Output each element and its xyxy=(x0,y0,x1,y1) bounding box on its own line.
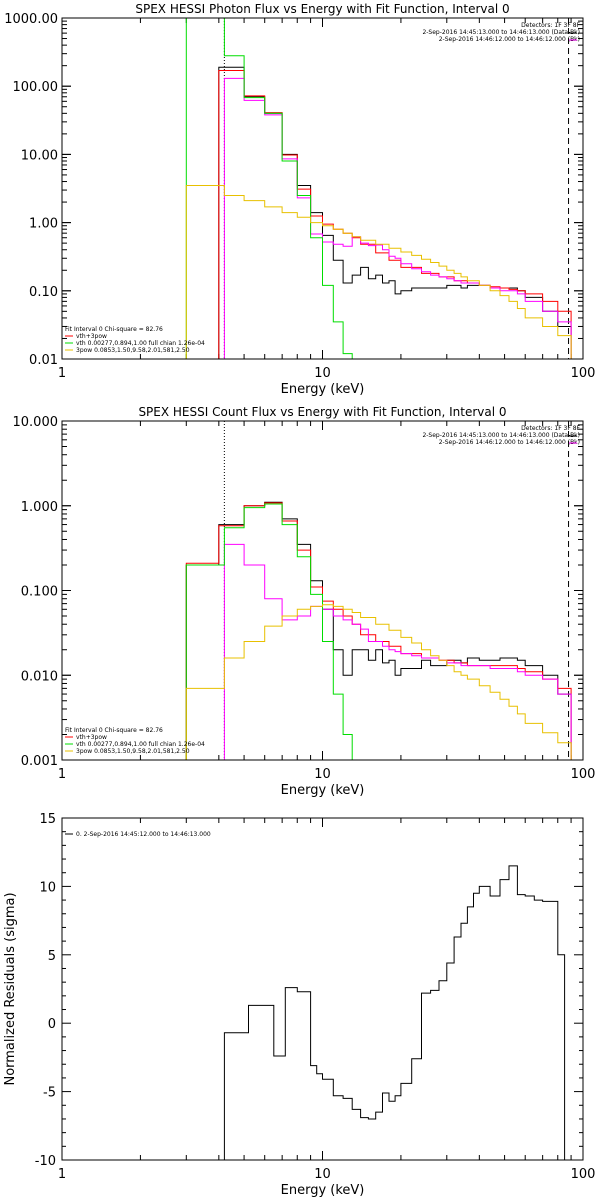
chart-title: SPEX HESSI Photon Flux vs Energy with Fi… xyxy=(135,2,509,16)
legend-entry: 3pow 0.0853,1.50,9.58,2.01,581,2.50 xyxy=(76,347,190,354)
y-tick-label: 10.000 xyxy=(13,415,59,430)
x-axis-label: Energy (keV) xyxy=(281,783,365,798)
x-tick-label: 10 xyxy=(314,1167,331,1182)
y-tick-label: 0.010 xyxy=(21,669,58,684)
y-tick-label: -10 xyxy=(35,1154,56,1169)
y-tick-label: 1.000 xyxy=(21,500,58,515)
x-axis-label: Energy (keV) xyxy=(281,1183,365,1198)
y-tick-label: 0.001 xyxy=(21,754,58,769)
y-axis-label: Normalized Residuals (sigma) xyxy=(3,892,18,1085)
series-0-line xyxy=(223,865,572,1161)
x-tick-label: 1 xyxy=(58,1167,66,1182)
x-tick-label: 1 xyxy=(58,767,66,782)
series-3-line xyxy=(185,503,361,761)
x-tick-label: 1 xyxy=(58,366,66,381)
x-tick-label: 10 xyxy=(314,767,331,782)
x-tick-label: 10 xyxy=(314,366,331,381)
x-tick-label: 100 xyxy=(571,1167,596,1182)
legend-entry: Fit Interval 0 Chi-square = 82.76 xyxy=(65,326,163,333)
info-line: Detectors: 1F 3F 8F xyxy=(521,425,580,432)
y-tick-label: 10 xyxy=(39,880,56,895)
y-tick-label: 10.00 xyxy=(21,148,58,163)
legend-entry: vth 0.00277,0.894,1.00 full chian 1.26e-… xyxy=(76,340,205,347)
y-tick-label: 1000.00 xyxy=(4,12,58,27)
y-tick-label: 0 xyxy=(48,1017,56,1032)
info-line: Detectors: 1F 3F 8F xyxy=(521,22,580,29)
info-line: 2-Sep-2016 14:46:12.000 to 14:46:12.000 … xyxy=(439,36,580,43)
info-line: 2-Sep-2016 14:45:13.000 to 14:46:13.000 … xyxy=(422,432,580,439)
legend-entry: Fit Interval 0 Chi-square = 82.76 xyxy=(65,727,163,734)
x-tick-label: 100 xyxy=(571,767,596,782)
series-2-line xyxy=(223,77,572,359)
plot-frame xyxy=(61,817,584,1161)
chart-panel-1: SPEX HESSI Count Flux vs Energy with Fit… xyxy=(13,405,596,798)
series-1-line xyxy=(185,502,572,760)
x-axis-label: Energy (keV) xyxy=(281,382,365,397)
plot-frame xyxy=(61,17,584,360)
info-line: 2-Sep-2016 14:45:13.000 to 14:46:13.000 … xyxy=(422,29,580,36)
y-tick-label: 1.00 xyxy=(29,217,58,232)
series-0-line xyxy=(186,66,572,360)
legend-entry: vth+3pow xyxy=(76,734,107,741)
x-tick-label: 100 xyxy=(571,366,596,381)
y-tick-label: 0.100 xyxy=(21,585,58,600)
y-tick-label: 0.01 xyxy=(29,353,58,368)
legend-entry: 3pow 0.0853,1.50,9.58,2.01,581,2.50 xyxy=(76,748,190,755)
series-2-line xyxy=(223,543,572,760)
series-4-line xyxy=(185,604,572,760)
y-tick-label: 100.00 xyxy=(13,80,59,95)
chart-panel-2: 1 10 100 Energy (keV) -10 -5 0 5 10 15 Normalized … xyxy=(3,812,595,1198)
plot-frame xyxy=(61,420,584,761)
y-tick-label: -5 xyxy=(43,1086,56,1101)
legend-entry: vth+3pow xyxy=(76,333,107,340)
legend-entry: 0. 2-Sep-2016 14:45:12.000 to 14:46:13.0… xyxy=(76,831,211,838)
chart-panel-0: SPEX HESSI Photon Flux vs Energy with Fi… xyxy=(4,2,595,397)
y-tick-label: 0.10 xyxy=(29,285,58,300)
chart-title: SPEX HESSI Count Flux vs Energy with Fit… xyxy=(138,405,506,419)
series-4-line xyxy=(185,185,572,359)
y-tick-label: 15 xyxy=(39,812,56,827)
series-3-line xyxy=(185,17,361,360)
legend-entry: vth 0.00277,0.894,1.00 full chian 1.26e-… xyxy=(76,741,205,748)
y-tick-label: 5 xyxy=(48,949,56,964)
series-0-line xyxy=(185,501,572,760)
info-line: 2-Sep-2016 14:46:12.000 to 14:46:12.000 … xyxy=(439,439,580,446)
